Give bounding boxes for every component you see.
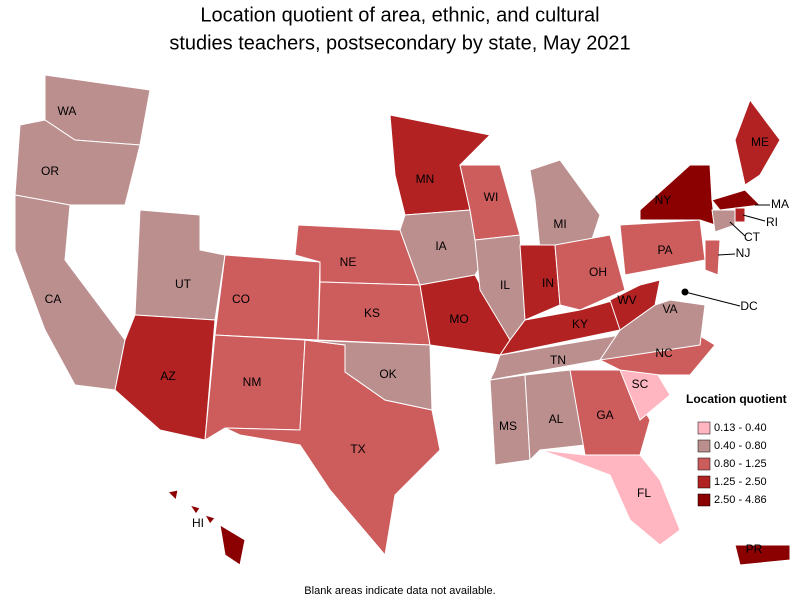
state-shape bbox=[114, 314, 216, 441]
state-label: DC bbox=[740, 299, 758, 313]
state-blank bbox=[153, 89, 306, 191]
state-label: HI bbox=[192, 516, 204, 530]
footnote: Blank areas indicate data not available. bbox=[304, 585, 495, 597]
state-label: NJ bbox=[736, 246, 751, 260]
state-shape bbox=[529, 159, 601, 251]
state-shape bbox=[214, 254, 321, 341]
legend: 0.13 - 0.40 0.40 - 0.80 0.80 - 1.25 1.25 - … bbox=[697, 421, 767, 507]
legend-swatch bbox=[697, 439, 711, 453]
state-shape bbox=[188, 504, 201, 515]
state-label: TX bbox=[350, 442, 365, 456]
state-label: MI bbox=[553, 217, 566, 231]
state-blank bbox=[429, 344, 501, 411]
state-label: RI bbox=[766, 215, 778, 229]
state-label: PA bbox=[657, 243, 672, 257]
state-label: IL bbox=[500, 278, 510, 292]
state-shape bbox=[639, 164, 716, 226]
state-label: OK bbox=[379, 367, 396, 381]
states bbox=[14, 74, 791, 566]
leader-line bbox=[742, 214, 766, 222]
state-label: VA bbox=[662, 302, 677, 316]
state-label: MA bbox=[771, 197, 789, 211]
state-shape bbox=[734, 544, 791, 566]
state-blank bbox=[299, 109, 396, 176]
legend-swatch bbox=[697, 421, 711, 435]
state-shape bbox=[203, 514, 216, 525]
state-shape bbox=[554, 234, 626, 311]
state-label: MO bbox=[449, 312, 468, 326]
state-blank bbox=[664, 269, 713, 303]
legend-swatch bbox=[697, 457, 711, 471]
state-label: OH bbox=[589, 265, 607, 279]
state-shape bbox=[219, 524, 246, 566]
state-label: GA bbox=[596, 408, 613, 422]
leader-line bbox=[684, 291, 741, 307]
state-label: FL bbox=[637, 486, 651, 500]
state-shape bbox=[609, 279, 661, 331]
title-line: Location quotient of area, ethnic, and c… bbox=[200, 4, 599, 26]
legend-label: 0.13 - 0.40 bbox=[714, 422, 767, 434]
state-blank bbox=[199, 177, 301, 256]
state-label: MN bbox=[416, 172, 435, 186]
state-shape bbox=[489, 334, 622, 381]
state-label: WV bbox=[617, 293, 636, 307]
state-label: MS bbox=[499, 419, 517, 433]
state-blank bbox=[297, 169, 401, 231]
state-label: CO bbox=[232, 292, 250, 306]
state-labels: WA OR CA UT AZ CO NM TX NE KS OK MN IA MO WI IL MI IN OH KY… bbox=[41, 104, 789, 556]
state-label: CT bbox=[744, 230, 761, 244]
state-label: AZ bbox=[160, 369, 175, 383]
state-label: ME bbox=[751, 135, 769, 149]
blank-states bbox=[9, 89, 746, 581]
legend-label: 0.80 - 1.25 bbox=[714, 458, 767, 470]
state-label: AL bbox=[549, 412, 564, 426]
state-label: PR bbox=[746, 542, 763, 556]
state-label: OR bbox=[41, 164, 59, 178]
title-line: studies teachers, postsecondary by state… bbox=[169, 32, 630, 54]
state-shape bbox=[704, 239, 721, 276]
state-shape bbox=[519, 244, 561, 321]
state-label: SC bbox=[632, 377, 649, 391]
state-label: IA bbox=[435, 239, 446, 253]
leader-line bbox=[729, 221, 746, 237]
legend-swatch bbox=[697, 493, 711, 507]
state-shape bbox=[711, 209, 736, 233]
state-label: NE bbox=[340, 255, 357, 269]
state-label: KY bbox=[572, 317, 588, 331]
state-label: NM bbox=[243, 375, 262, 389]
state-label: UT bbox=[175, 277, 192, 291]
legend-title: Location quotient bbox=[686, 392, 787, 406]
state-label: WA bbox=[58, 104, 77, 118]
legend-swatch bbox=[697, 475, 711, 489]
state-label: NC bbox=[655, 346, 673, 360]
legend-label: 0.40 - 0.80 bbox=[714, 440, 767, 452]
state-shape bbox=[166, 489, 179, 502]
leader-line bbox=[717, 253, 736, 256]
state-label: WI bbox=[484, 190, 499, 204]
state-blank bbox=[9, 429, 152, 581]
legend-label: 2.50 - 4.86 bbox=[714, 494, 767, 506]
state-label: NY bbox=[655, 193, 672, 207]
state-label: CA bbox=[45, 292, 62, 306]
state-label: IN bbox=[542, 276, 554, 290]
state-shape bbox=[524, 369, 586, 462]
state-label: TN bbox=[550, 353, 566, 367]
state-shape bbox=[734, 98, 781, 186]
legend-label: 1.25 - 2.50 bbox=[714, 476, 767, 488]
state-shape bbox=[539, 449, 681, 546]
state-label: KS bbox=[364, 306, 380, 320]
